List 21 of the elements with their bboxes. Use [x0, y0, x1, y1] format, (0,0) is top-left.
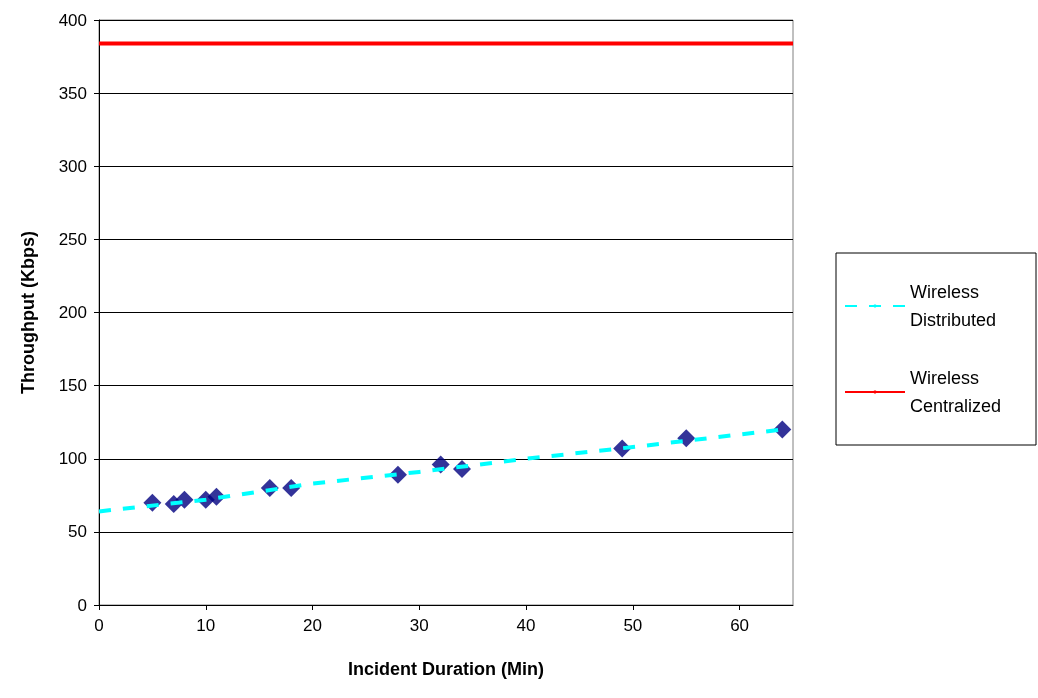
x-tick-label: 0 — [94, 616, 104, 635]
x-tick-label: 40 — [516, 616, 536, 635]
point — [677, 429, 696, 448]
y-tick-label: 300 — [58, 156, 87, 176]
y-tick-label: 350 — [58, 83, 87, 103]
x-tick-label: 60 — [730, 616, 750, 635]
y-tick-label: 400 — [58, 10, 87, 30]
y-tick-label: 100 — [58, 449, 87, 469]
legend-label: Wireless Centralized — [910, 368, 1002, 416]
x-tick-label: 30 — [409, 616, 429, 635]
y-tick-label: 150 — [58, 376, 87, 396]
y-tick-label: 50 — [68, 522, 87, 542]
x-tick-label: 50 — [623, 616, 643, 635]
x-tick-label: 20 — [303, 616, 322, 635]
y-tick-label: 250 — [58, 229, 87, 249]
y-tick-label: 200 — [58, 303, 87, 322]
legend-label: Wireless Distributed — [910, 282, 997, 330]
y-axis-title: Throughput (Kbps) — [18, 231, 38, 394]
x-axis-title: Incident Duration (Min) — [348, 659, 544, 679]
x-tick-label: 10 — [196, 616, 216, 635]
y-tick-label: 0 — [77, 595, 87, 615]
